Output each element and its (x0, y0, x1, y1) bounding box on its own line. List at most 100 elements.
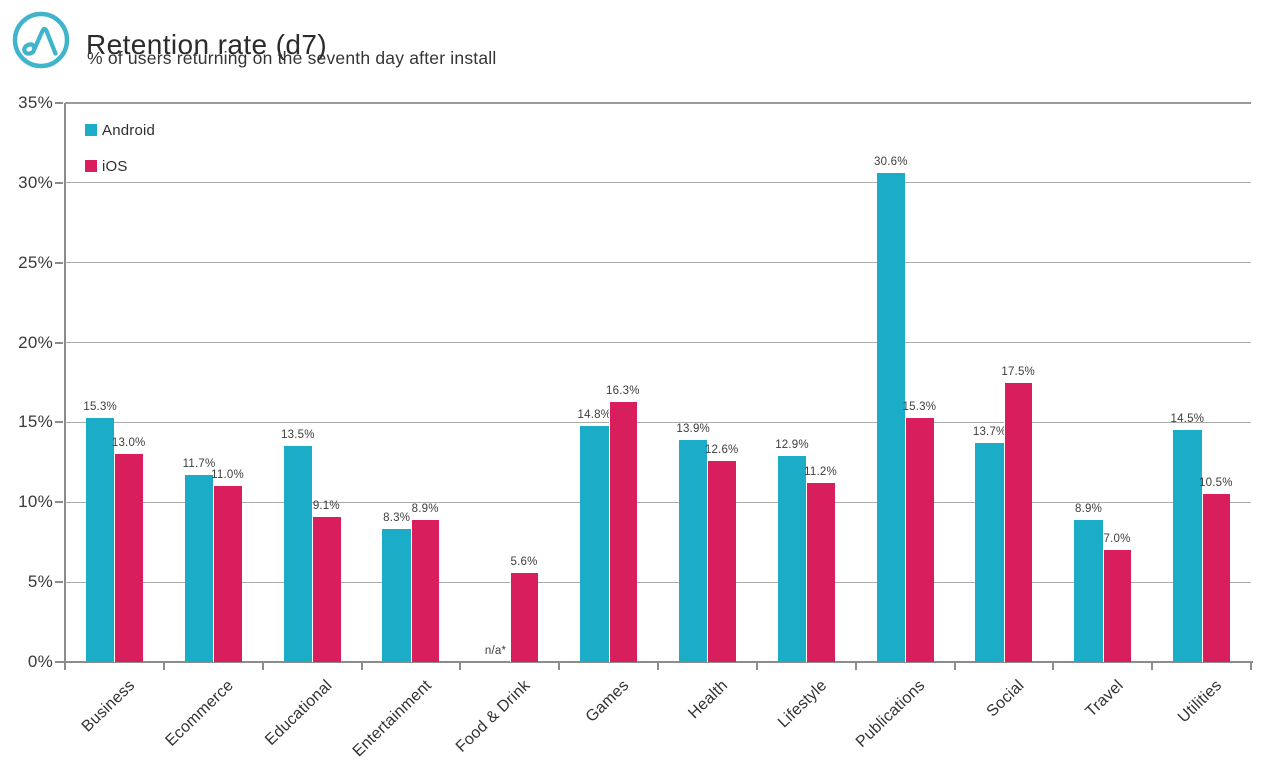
bar-android-lifestyle (777, 455, 807, 662)
bar-value-label: 11.7% (182, 458, 216, 471)
bar-value-label: 17.5% (1001, 365, 1035, 378)
bar-ios-utilities (1201, 494, 1231, 662)
legend-item-ios: iOS (85, 155, 155, 177)
bar-value-label: 30.6% (874, 156, 908, 169)
bar-android-social (975, 443, 1004, 662)
bar-value-label: 15.3% (902, 400, 937, 413)
bar-ios-publications (905, 417, 934, 662)
x-axis-tick (953, 662, 956, 670)
adjust-logo-icon (12, 11, 70, 69)
x-category-label-lifestyle: Lifestyle (774, 677, 831, 732)
legend-label-ios: iOS (102, 157, 128, 175)
x-axis-tick (558, 662, 561, 670)
x-category-label-utilities: Utilities (1175, 677, 1226, 727)
bar-value-label: 13.5% (281, 429, 315, 442)
bar-value-label: 16.3% (606, 384, 640, 397)
bar-value-label: n/a* (484, 645, 507, 657)
bar-android-utilities (1173, 430, 1202, 662)
bar-value-label: 14.8% (577, 408, 612, 421)
y-axis-tick-label: 15% (18, 412, 53, 432)
x-category-label-food-drink: Food & Drink (452, 677, 534, 756)
y-axis-tick (55, 581, 63, 584)
bar-android-health (678, 440, 708, 662)
y-axis-tick-label: 20% (18, 332, 53, 352)
bar-value-label: 14.5% (1170, 413, 1205, 426)
bar-android-games (580, 425, 609, 662)
y-axis-tick-label: 35% (18, 93, 53, 112)
x-axis-tick (261, 662, 264, 670)
bar-value-label: 13.7% (972, 426, 1007, 439)
x-axis-tick (854, 662, 857, 670)
bar-ios-health (707, 460, 736, 662)
plot-area: Android iOS 0% 5% 10% 15% 20% 25% 30% 35% 15.3% 1… (18, 93, 1253, 760)
bar-android-ecommerce (184, 475, 214, 662)
x-category-label-business: Business (78, 677, 139, 736)
logo-circle (12, 11, 70, 69)
bar-ios-food-drink (509, 572, 539, 662)
bar-ios-ecommerce (213, 486, 242, 662)
logo-a-mark (22, 26, 58, 56)
bar-ios-entertainment (410, 519, 440, 662)
x-category-label-social: Social (983, 677, 1028, 721)
y-axis-tick (55, 102, 63, 104)
x-category-label-educational: Educational (262, 677, 336, 749)
bar-value-label: 15.3% (83, 400, 117, 413)
bar-value-label: 13.0% (111, 437, 146, 450)
x-category-label-publications: Publications (853, 677, 929, 751)
bar-ios-travel (1102, 550, 1132, 662)
x-category-label-entertainment: Entertainment (349, 677, 435, 761)
y-axis-line (64, 103, 66, 662)
gridline-5 (65, 581, 1251, 583)
chart-subtitle: % of users returning on the seventh day … (87, 48, 497, 68)
bar-value-label: 12.9% (775, 438, 809, 451)
legend-label-android: Android (102, 121, 156, 139)
bar-value-label: 12.6% (704, 443, 739, 456)
x-axis-tick (64, 662, 66, 670)
y-axis-tick (55, 501, 63, 504)
legend: Android iOS (85, 119, 155, 191)
gridline-20 (65, 342, 1251, 344)
y-axis-tick-label: 0% (27, 652, 53, 671)
x-category-label-games: Games (582, 677, 633, 726)
ios-swatch-icon (85, 160, 97, 172)
bar-value-label: 8.9% (411, 502, 439, 515)
bar-ios-business (114, 454, 143, 662)
x-axis-tick (360, 662, 363, 670)
y-axis-tick-label: 25% (18, 252, 53, 272)
bar-value-label: 8.9% (1074, 502, 1103, 515)
y-axis-tick (55, 261, 63, 264)
bar-android-publications (876, 173, 906, 662)
gridline-30 (65, 182, 1251, 184)
x-category-label-ecommerce: Ecommerce (162, 677, 238, 750)
gridline-10 (65, 501, 1251, 503)
y-axis-tick-label: 10% (18, 492, 53, 512)
x-axis-tick (755, 662, 758, 670)
gridline-25 (65, 262, 1251, 264)
x-axis-tick (459, 662, 462, 670)
x-category-label-health: Health (685, 677, 732, 723)
bar-ios-educational (312, 516, 341, 662)
bar-value-label: 8.3% (383, 512, 411, 525)
bar-value-label: 5.6% (510, 555, 538, 568)
android-swatch-icon (85, 124, 97, 136)
bar-android-business (85, 417, 115, 662)
bar-value-label: 11.0% (211, 469, 244, 482)
y-axis-tick (55, 181, 63, 184)
chart-title: Retention rate (d7) (86, 28, 328, 60)
bar-android-travel (1074, 519, 1103, 662)
bar-ios-lifestyle (806, 483, 835, 662)
bar-ios-social (1003, 382, 1033, 662)
x-axis-tick (162, 662, 165, 670)
bar-value-label: 13.9% (676, 423, 710, 435)
y-axis-tick (55, 661, 63, 663)
bar-value-label: 10.5% (1199, 477, 1233, 490)
bar-ios-games (608, 401, 638, 662)
x-axis-tick (1151, 662, 1154, 670)
legend-item-android: Android (85, 119, 155, 141)
y-axis-tick (55, 341, 63, 344)
bar-value-label: 11.2% (804, 466, 837, 479)
bar-android-entertainment (382, 529, 411, 662)
gridline-15 (65, 421, 1251, 423)
y-axis-tick (55, 421, 63, 424)
